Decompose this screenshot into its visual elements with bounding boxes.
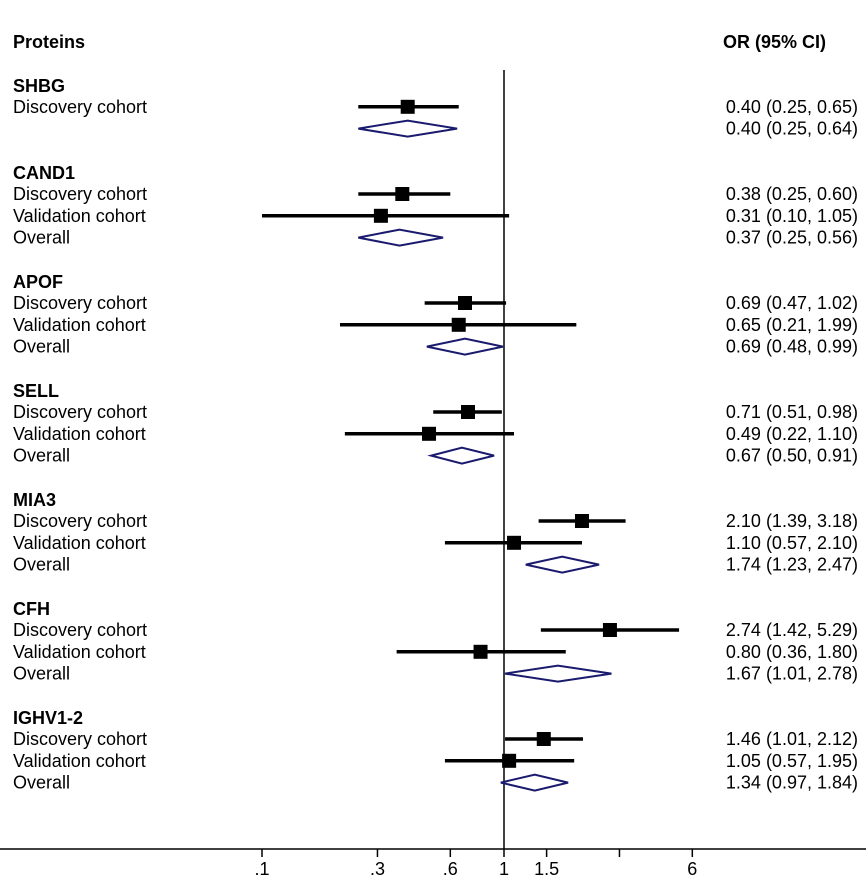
row-label: Overall	[13, 446, 70, 466]
row-label: Validation cohort	[13, 751, 146, 771]
or-ci-value: 0.38 (0.25, 0.60)	[726, 184, 858, 204]
point-estimate-square	[507, 535, 522, 550]
row-label: Discovery cohort	[13, 729, 147, 749]
x-tick-label: 6	[687, 859, 697, 879]
row-label: Overall	[13, 337, 70, 357]
x-tick-label: .1	[254, 859, 269, 879]
or-ci-value: 0.49 (0.22, 1.10)	[726, 424, 858, 444]
row-label: Discovery cohort	[13, 402, 147, 422]
row-label: Overall	[13, 773, 70, 793]
point-estimate-square	[461, 405, 476, 419]
point-estimate-square	[373, 208, 388, 223]
or-ci-value: 0.67 (0.50, 0.91)	[726, 446, 858, 466]
row-label: Validation cohort	[13, 533, 146, 553]
group-title: IGHV1-2	[13, 708, 83, 728]
point-estimate-square	[400, 99, 415, 114]
row-label: Validation cohort	[13, 315, 146, 335]
row-label: Validation cohort	[13, 642, 146, 662]
column-header-proteins: Proteins	[13, 32, 86, 52]
pooled-estimate-diamond	[427, 446, 495, 465]
x-tick-label: .3	[370, 859, 385, 879]
group-title: MIA3	[13, 490, 56, 510]
row-label: Discovery cohort	[13, 97, 147, 117]
row-label: Discovery cohort	[13, 293, 147, 313]
point-estimate-square	[574, 514, 589, 528]
point-estimate-square	[502, 753, 517, 768]
or-ci-value: 1.10 (0.57, 2.10)	[726, 533, 858, 553]
row-label: Overall	[13, 228, 70, 248]
point-estimate-square	[602, 623, 617, 637]
row-label: Overall	[13, 555, 70, 575]
or-ci-value: 1.34 (0.97, 1.84)	[726, 773, 858, 793]
group-title: CFH	[13, 599, 50, 619]
point-estimate-square	[536, 732, 551, 746]
row-label: Validation cohort	[13, 424, 146, 444]
x-tick-label: 1	[499, 859, 509, 879]
group-title: APOF	[13, 272, 63, 292]
row-label: Discovery cohort	[13, 620, 147, 640]
or-ci-value: 0.71 (0.51, 0.98)	[726, 402, 858, 422]
point-estimate-square	[395, 187, 410, 201]
or-ci-value: 1.74 (1.23, 2.47)	[726, 555, 858, 575]
point-estimate-square	[458, 296, 473, 310]
or-ci-value: 1.46 (1.01, 2.12)	[726, 729, 858, 749]
group-title: SHBG	[13, 76, 65, 96]
or-ci-value: 0.69 (0.47, 1.02)	[726, 293, 858, 313]
row-label: Overall	[13, 664, 70, 684]
x-tick-label: 1.5	[534, 859, 559, 879]
pooled-estimate-diamond	[500, 773, 569, 792]
or-ci-value: 1.67 (1.01, 2.78)	[726, 664, 858, 684]
group-title: SELL	[13, 381, 59, 401]
point-estimate-square	[451, 317, 466, 332]
group-title: CAND1	[13, 163, 75, 183]
row-label: Discovery cohort	[13, 184, 147, 204]
or-ci-value: 2.74 (1.42, 5.29)	[726, 620, 858, 640]
row-label: Validation cohort	[13, 206, 146, 226]
or-ci-value: 0.65 (0.21, 1.99)	[726, 315, 858, 335]
point-estimate-square	[473, 644, 488, 659]
column-header-or-ci: OR (95% CI)	[722, 32, 826, 52]
x-tick-label: .6	[443, 859, 458, 879]
or-ci-value: 0.80 (0.36, 1.80)	[726, 642, 858, 662]
or-ci-value: 0.31 (0.10, 1.05)	[726, 206, 858, 226]
pooled-estimate-diamond	[426, 337, 504, 356]
pooled-estimate-diamond	[504, 664, 612, 683]
or-ci-value: 0.69 (0.48, 0.99)	[726, 337, 858, 357]
pooled-estimate-diamond	[358, 119, 458, 138]
pooled-estimate-diamond	[525, 555, 600, 574]
or-ci-value: 2.10 (1.39, 3.18)	[726, 511, 858, 531]
or-ci-value: 0.40 (0.25, 0.64)	[726, 119, 858, 139]
or-ci-value: 1.05 (0.57, 1.95)	[726, 751, 858, 771]
pooled-estimate-diamond	[358, 228, 444, 247]
or-ci-value: 0.37 (0.25, 0.56)	[726, 228, 858, 248]
point-estimate-square	[422, 426, 437, 441]
row-label: Discovery cohort	[13, 511, 147, 531]
or-ci-value: 0.40 (0.25, 0.65)	[726, 97, 858, 117]
